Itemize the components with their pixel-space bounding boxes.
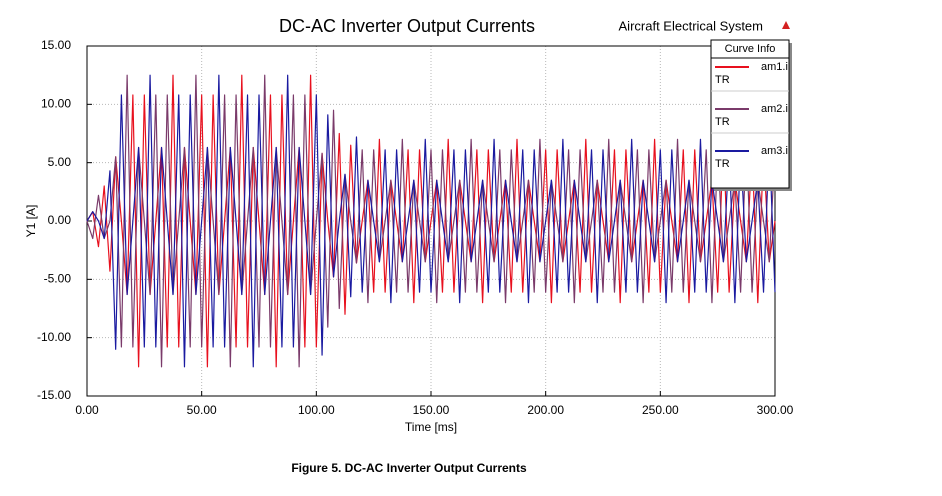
series-line [86,74,776,368]
legend-sublabel: TR [715,158,730,170]
plot-area: -15.00 -10.00 -5.00 0.00 5.00 10.00 15.00 0.00 5… [37,38,794,417]
series-line [86,74,776,368]
legend: Curve Info am1.i TR am2.i TR am3.i TR [710,39,792,191]
x-tick-label: 0.00 [75,403,99,417]
legend-sublabel: TR [715,74,730,86]
y-axis-label: Y1 [A] [24,205,38,238]
legend-label: am2.i [761,103,788,115]
legend-title: Curve Info [725,43,776,55]
legend-box [710,39,790,189]
x-tick-label: 50.00 [187,403,217,417]
x-axis-label: Time [ms] [405,420,457,434]
y-tick-label: -10.00 [37,330,71,344]
chart-subtitle: Aircraft Electrical System [619,18,763,33]
y-tick-label: 5.00 [48,155,72,169]
x-tick-label: 300.00 [757,403,794,417]
chart-title: DC-AC Inverter Output Currents [279,16,535,36]
y-tick-label: -15.00 [37,388,71,402]
y-tick-label: 0.00 [48,213,72,227]
x-tick-label: 250.00 [642,403,679,417]
x-tick-label: 150.00 [413,403,450,417]
x-tick-label: 200.00 [527,403,564,417]
legend-sublabel: TR [715,116,730,128]
legend-label: am3.i [761,145,788,157]
y-tick-label: 10.00 [41,97,71,111]
y-tick-label: 15.00 [41,38,71,52]
y-tick-label: -5.00 [44,272,72,286]
legend-label: am1.i [761,61,788,73]
series-line [86,74,776,368]
x-tick-label: 100.00 [298,403,335,417]
figure-caption: Figure 5. DC-AC Inverter Output Currents [291,461,527,475]
logo-icon [782,21,790,29]
